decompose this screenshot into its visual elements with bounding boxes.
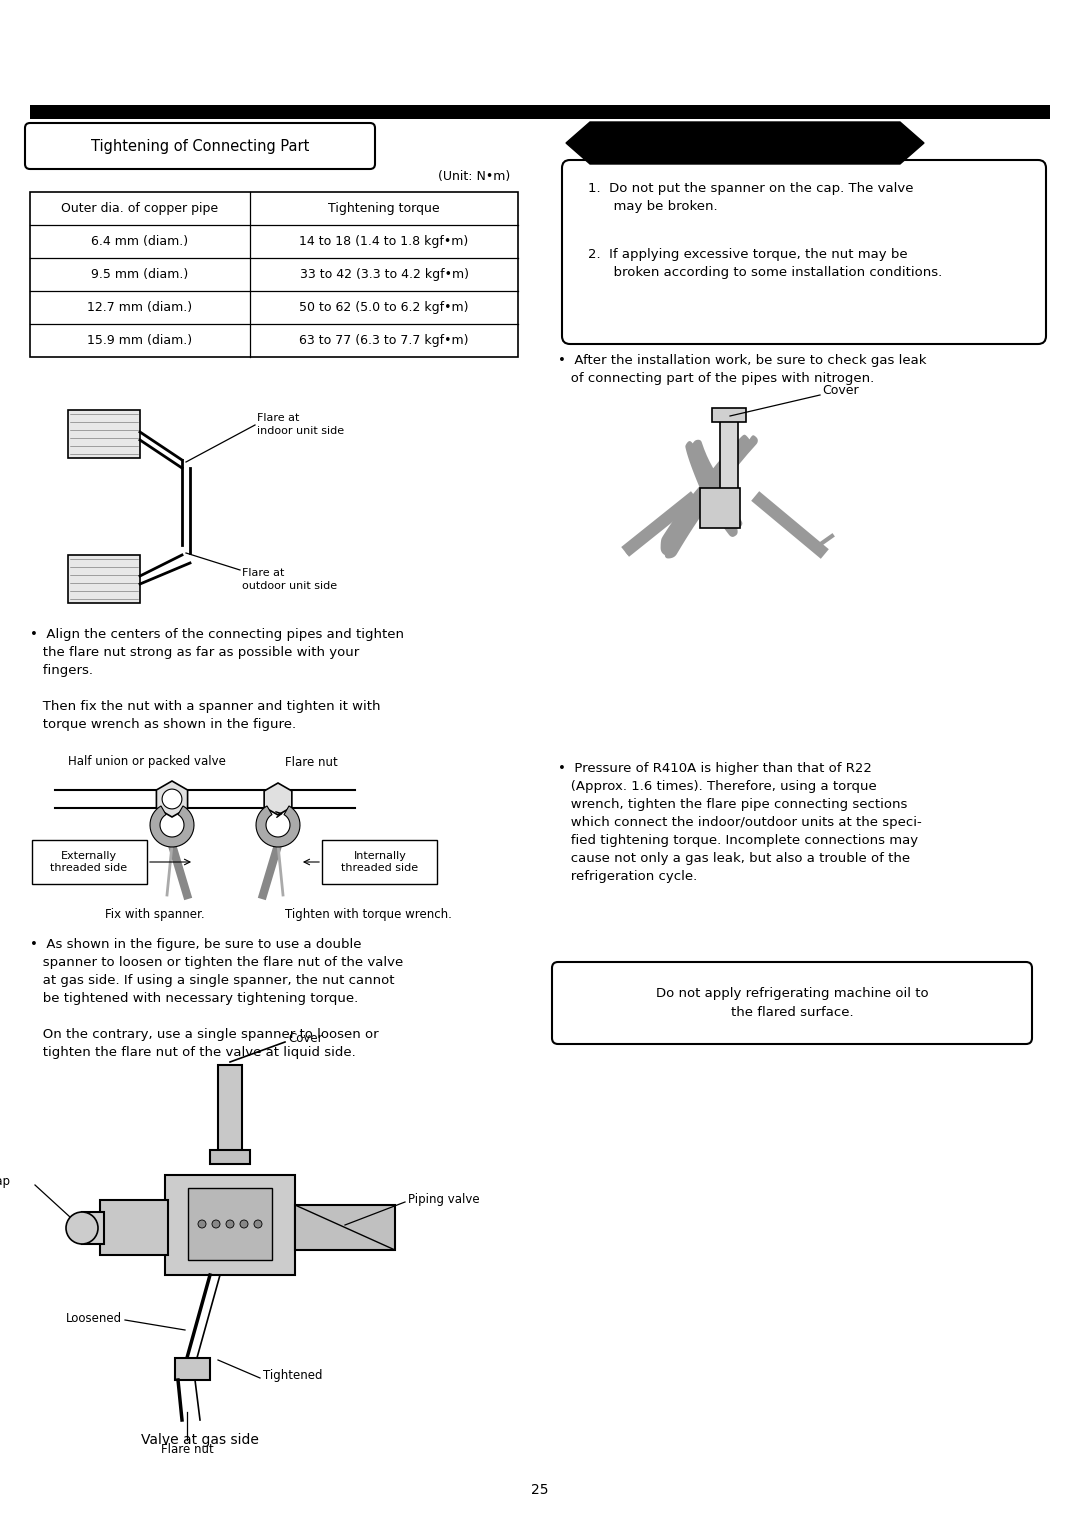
Bar	[68, 555, 140, 602]
Text: •  As shown in the figure, be sure to use a double
   spanner to loosen or tight: • As shown in the figure, be sure to use…	[30, 938, 403, 1058]
Text: Tightened: Tightened	[264, 1369, 323, 1383]
Text: 12.7 mm (diam.): 12.7 mm (diam.)	[87, 300, 192, 314]
Polygon shape	[256, 805, 300, 846]
Polygon shape	[566, 122, 924, 165]
Bar	[188, 1188, 272, 1260]
Text: Internally
threaded side: Internally threaded side	[341, 851, 419, 874]
Text: •  After the installation work, be sure to check gas leak
   of connecting part : • After the installation work, be sure t…	[558, 354, 927, 384]
Circle shape	[212, 1220, 220, 1228]
Text: Valve at gas side: Valve at gas side	[141, 1434, 259, 1447]
Text: 33 to 42 (3.3 to 4.2 kgf•m): 33 to 42 (3.3 to 4.2 kgf•m)	[299, 268, 469, 281]
Polygon shape	[157, 781, 188, 817]
Text: ✗: ✗	[640, 429, 780, 592]
Bar	[30, 192, 518, 357]
Text: Piping valve: Piping valve	[408, 1194, 480, 1206]
FancyBboxPatch shape	[322, 840, 437, 884]
Text: Cover: Cover	[288, 1031, 323, 1045]
Bar	[712, 409, 746, 422]
Text: 14 to 18 (1.4 to 1.8 kgf•m): 14 to 18 (1.4 to 1.8 kgf•m)	[299, 235, 469, 249]
Text: Cover: Cover	[822, 383, 859, 396]
Text: 50 to 62 (5.0 to 6.2 kgf•m): 50 to 62 (5.0 to 6.2 kgf•m)	[299, 300, 469, 314]
Text: 2.  If applying excessive torque, the nut may be
      broken according to some : 2. If applying excessive torque, the nut…	[588, 249, 942, 279]
Text: Flare nut: Flare nut	[285, 755, 338, 769]
Text: •  Align the centers of the connecting pipes and tighten
   the flare nut strong: • Align the centers of the connecting pi…	[30, 628, 404, 730]
Text: Outer dia. of copper pipe: Outer dia. of copper pipe	[62, 201, 218, 215]
Bar	[295, 1205, 395, 1250]
Circle shape	[66, 1212, 98, 1244]
FancyBboxPatch shape	[552, 962, 1032, 1045]
Text: 15.9 mm (diam.): 15.9 mm (diam.)	[87, 334, 192, 348]
Text: 25: 25	[531, 1482, 549, 1498]
Bar	[175, 1357, 210, 1380]
Text: Externally
threaded side: Externally threaded side	[51, 851, 127, 874]
Bar	[165, 1174, 295, 1275]
Bar	[68, 410, 140, 458]
Text: Tightening torque: Tightening torque	[328, 201, 440, 215]
Text: 6.4 mm (diam.): 6.4 mm (diam.)	[92, 235, 189, 249]
Text: Flare at
indoor unit side: Flare at indoor unit side	[257, 413, 345, 436]
Text: Tighten with torque wrench.: Tighten with torque wrench.	[285, 907, 451, 921]
Circle shape	[254, 1220, 262, 1228]
Text: 9.5 mm (diam.): 9.5 mm (diam.)	[92, 268, 189, 281]
Text: (Unit: N•m): (Unit: N•m)	[437, 169, 510, 183]
Text: Cap: Cap	[0, 1176, 10, 1188]
Polygon shape	[150, 805, 194, 846]
FancyBboxPatch shape	[562, 160, 1047, 345]
Circle shape	[226, 1220, 234, 1228]
Text: •  Pressure of R410A is higher than that of R22
   (Approx. 1.6 times). Therefor: • Pressure of R410A is higher than that …	[558, 762, 921, 883]
Bar	[100, 1200, 168, 1255]
Text: Flare nut: Flare nut	[161, 1443, 214, 1456]
Text: Loosened: Loosened	[66, 1312, 122, 1325]
Circle shape	[198, 1220, 206, 1228]
Circle shape	[240, 1220, 248, 1228]
FancyBboxPatch shape	[25, 124, 375, 169]
Bar	[210, 1150, 249, 1164]
Bar	[218, 1064, 242, 1154]
Text: Half union or packed valve: Half union or packed valve	[68, 755, 226, 769]
Bar	[700, 488, 740, 528]
Bar	[720, 418, 738, 490]
Bar	[30, 105, 1050, 119]
Text: Fix with spanner.: Fix with spanner.	[105, 907, 205, 921]
Bar	[82, 1212, 104, 1244]
Text: 1.  Do not put the spanner on the cap. The valve
      may be broken.: 1. Do not put the spanner on the cap. Th…	[588, 181, 914, 214]
Text: Do not apply refrigerating machine oil to
the flared surface.: Do not apply refrigerating machine oil t…	[656, 988, 929, 1019]
Text: Flare at
outdoor unit side: Flare at outdoor unit side	[242, 567, 337, 592]
Text: 63 to 77 (6.3 to 7.7 kgf•m): 63 to 77 (6.3 to 7.7 kgf•m)	[299, 334, 469, 348]
Circle shape	[162, 788, 181, 808]
Text: REQUIREMENT: REQUIREMENT	[666, 134, 824, 152]
FancyBboxPatch shape	[32, 840, 147, 884]
Text: Tightening of Connecting Part: Tightening of Connecting Part	[91, 139, 309, 154]
Polygon shape	[265, 782, 292, 814]
